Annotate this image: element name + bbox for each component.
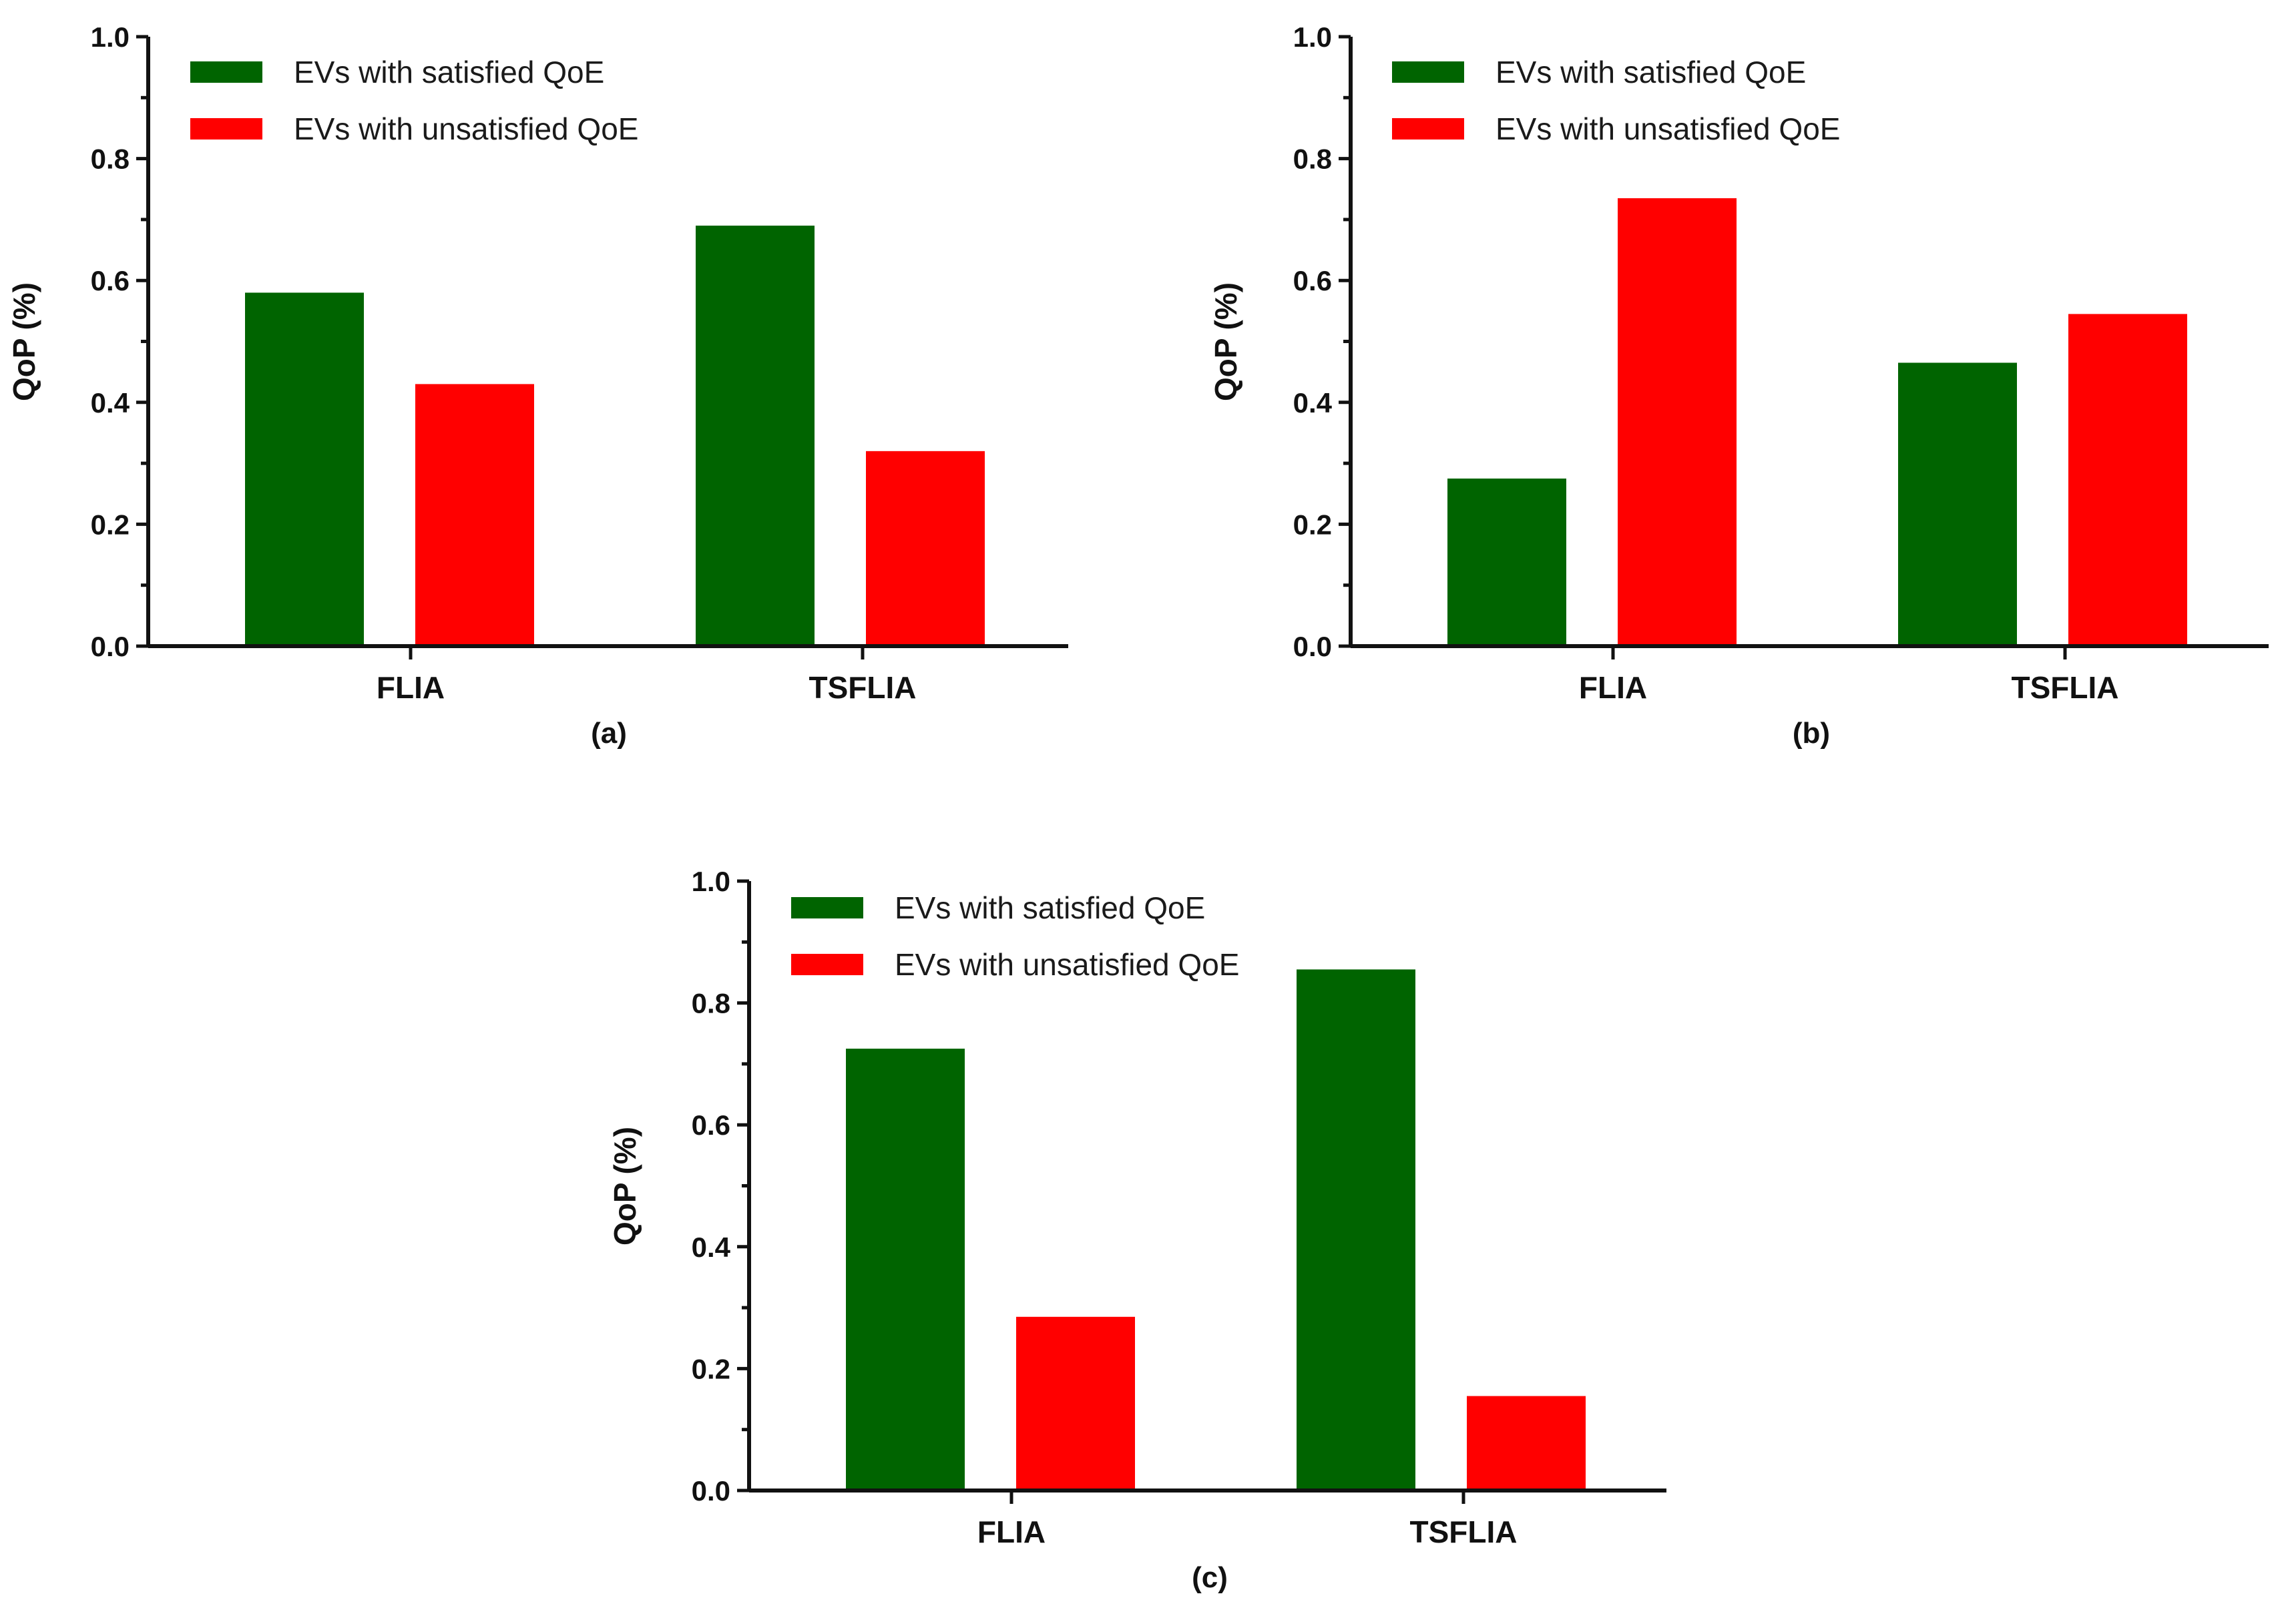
- panel-label: (a): [591, 717, 627, 750]
- bar-satisfied-flia: [846, 1049, 965, 1491]
- x-tick-label-flia: FLIA: [377, 670, 445, 705]
- legend-swatch-satisfied: [190, 61, 262, 83]
- bar-satisfied-flia: [245, 292, 364, 647]
- y-tick-label: 0.8: [692, 988, 730, 1019]
- legend-label-unsatisfied: EVs with unsatisfied QoE: [294, 111, 638, 146]
- legend-label-satisfied: EVs with satisfied QoE: [294, 55, 604, 89]
- y-axis-label: QoP (%): [608, 1127, 642, 1246]
- y-tick-label: 1.0: [692, 866, 730, 897]
- y-tick-label: 0.6: [692, 1109, 730, 1141]
- chart-panel-1: 0.0 0.2 0.4 0.6 0.8 1.0 FLIA TSFLIA QoP (%) EVs w…: [7, 21, 1068, 750]
- y-axis-label: QoP (%): [1208, 282, 1243, 401]
- legend-swatch-satisfied: [791, 897, 863, 918]
- x-tick-label-flia: FLIA: [1579, 670, 1647, 705]
- y-tick-label: 0.0: [692, 1475, 730, 1507]
- y-tick-label: 0.4: [91, 387, 130, 419]
- bar-unsatisfied-tsflia: [1467, 1396, 1586, 1491]
- x-tick-label-flia: FLIA: [977, 1515, 1046, 1549]
- y-tick-label: 0.4: [1293, 387, 1333, 419]
- x-tick-label-tsflia: TSFLIA: [809, 670, 917, 705]
- legend-swatch-unsatisfied: [190, 118, 262, 140]
- legend-swatch-satisfied: [1392, 61, 1464, 83]
- y-tick-label: 0.6: [1293, 265, 1332, 296]
- y-tick-label: 0.0: [91, 631, 130, 662]
- panel-label: (c): [1192, 1561, 1228, 1594]
- y-tick-label: 0.4: [692, 1232, 731, 1263]
- y-tick-label: 0.2: [692, 1353, 730, 1384]
- bar-unsatisfied-tsflia: [866, 451, 985, 646]
- legend-label-unsatisfied: EVs with unsatisfied QoE: [895, 947, 1239, 982]
- legend-swatch-unsatisfied: [791, 954, 863, 975]
- legend-label-satisfied: EVs with satisfied QoE: [1496, 55, 1806, 89]
- bar-unsatisfied-tsflia: [2068, 314, 2187, 646]
- y-tick-label: 0.2: [91, 509, 130, 540]
- chart-panel-3: 0.0 0.2 0.4 0.6 0.8 1.0 FLIA TSFLIA QoP (%) EVs w…: [608, 866, 1666, 1594]
- y-tick-label: 1.0: [91, 21, 130, 53]
- panel-label: (b): [1793, 717, 1830, 750]
- y-axis-label: QoP (%): [7, 282, 41, 401]
- chart-panel-2: 0.0 0.2 0.4 0.6 0.8 1.0 FLIA TSFLIA QoP (%) EVs w…: [1208, 21, 2269, 750]
- bar-satisfied-flia: [1447, 478, 1566, 646]
- y-tick-label: 0.8: [91, 144, 130, 175]
- y-tick-label: 0.0: [1293, 631, 1332, 662]
- y-tick-label: 1.0: [1293, 21, 1332, 53]
- x-tick-label-tsflia: TSFLIA: [1410, 1515, 1518, 1549]
- bar-unsatisfied-flia: [1618, 198, 1737, 646]
- legend-label-satisfied: EVs with satisfied QoE: [895, 890, 1205, 925]
- legend-swatch-unsatisfied: [1392, 118, 1464, 140]
- y-tick-label: 0.6: [91, 265, 130, 296]
- bar-satisfied-tsflia: [696, 226, 815, 646]
- y-tick-label: 0.8: [1293, 144, 1332, 175]
- y-tick-label: 0.2: [1293, 509, 1332, 540]
- legend-label-unsatisfied: EVs with unsatisfied QoE: [1496, 111, 1840, 146]
- bar-satisfied-tsflia: [1297, 969, 1415, 1491]
- bar-unsatisfied-flia: [1016, 1316, 1135, 1491]
- bar-unsatisfied-flia: [415, 384, 534, 646]
- bar-satisfied-tsflia: [1898, 362, 2017, 646]
- x-tick-label-tsflia: TSFLIA: [2012, 670, 2119, 705]
